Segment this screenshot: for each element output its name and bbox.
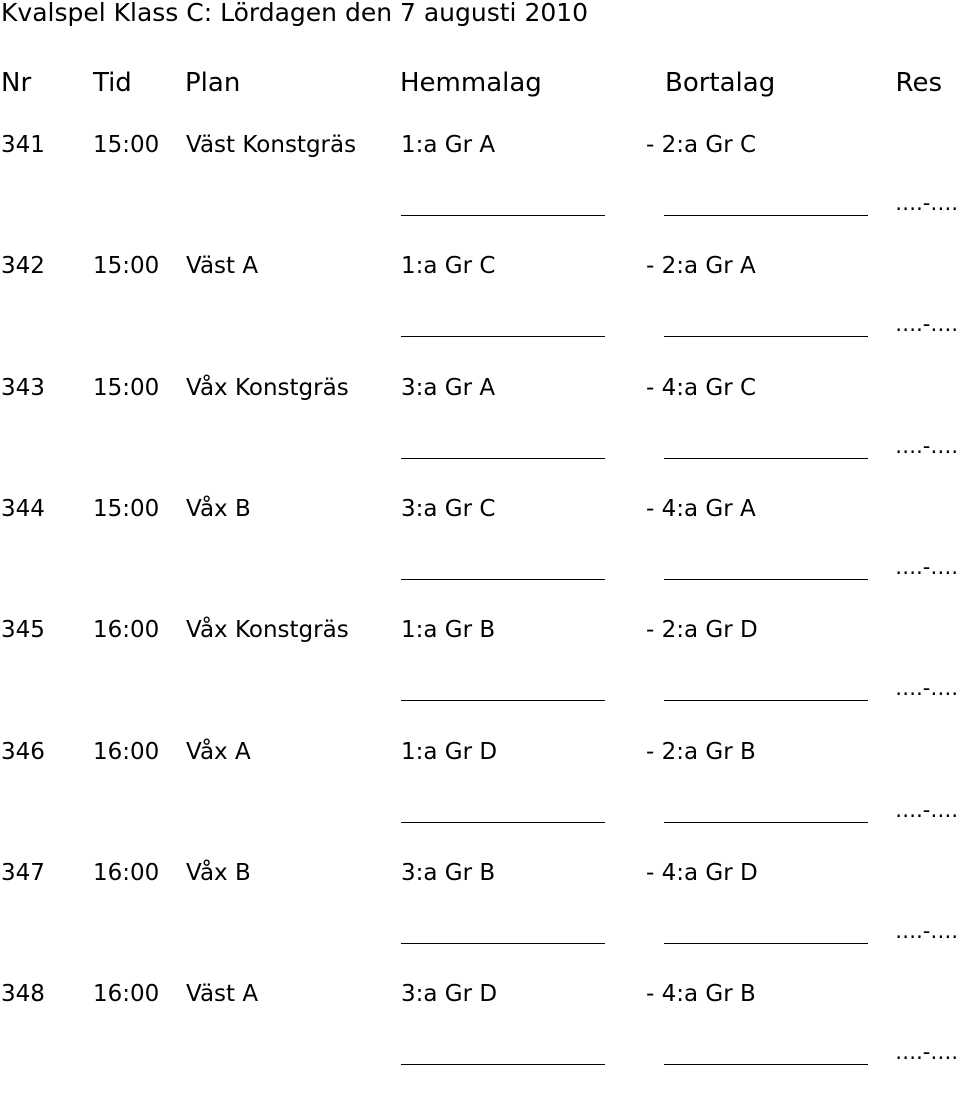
away-score-line [664,578,868,580]
match-time: 15:00 [93,132,160,158]
column-header-hemmalag: Hemmalag [400,68,542,98]
away-score-line [664,821,868,823]
page-title: Kvalspel Klass C: Lördagen den 7 augusti… [1,0,589,27]
match-home-team: 3:a Gr B [401,859,496,886]
match-result: ….-…. [895,554,958,579]
match-result: ….-…. [895,1040,958,1065]
home-score-line [401,578,605,580]
match-nr: 342 [1,253,45,280]
match-away-team: - 2:a Gr D [646,617,758,644]
match-time: 16:00 [93,981,160,1008]
column-header-bortalag: Bortalag [665,68,776,98]
match-away-team: - 2:a Gr C [646,132,757,158]
match-result: ….-…. [895,797,958,822]
match-home-team: 3:a Gr A [401,374,496,401]
match-plan: Våx Konstgräs [186,374,349,401]
home-score-line [401,215,605,216]
match-time: 16:00 [93,617,160,644]
match-home-team: 1:a Gr C [401,253,496,280]
match-plan: Våx B [186,859,251,886]
match-away-team: - 2:a Gr A [646,253,756,280]
away-score-line [664,457,868,459]
match-away-team: - 4:a Gr B [646,981,756,1008]
match-result: ….-…. [895,433,958,458]
match-row: 345 16:00 Våx Konstgräs 1:a Gr B - 2:a Gr D …… [0,616,960,737]
match-plan: Våx Konstgräs [186,617,349,644]
match-home-team: 1:a Gr B [401,617,496,644]
match-result: ….-…. [895,312,958,337]
match-nr: 345 [1,617,45,644]
away-score-line [664,942,868,944]
column-header-plan: Plan [185,68,241,98]
match-nr: 343 [1,374,45,401]
match-time: 15:00 [93,374,160,401]
match-time: 16:00 [93,859,160,886]
column-header-tid: Tid [93,68,132,98]
match-plan: Väst Konstgräs [186,132,357,158]
match-result: ….-…. [895,191,958,215]
home-score-line [401,942,605,944]
match-home-team: 1:a Gr D [401,738,498,765]
home-score-line [401,1064,605,1066]
match-home-team: 1:a Gr A [401,132,496,158]
match-row: 344 15:00 Våx B 3:a Gr C - 4:a Gr A ….-…. [0,495,960,616]
match-home-team: 3:a Gr C [401,495,496,522]
column-header-res: Res [895,68,942,98]
match-away-team: - 4:a Gr A [646,495,756,522]
match-plan: Våx A [186,738,251,765]
match-home-team: 3:a Gr D [401,981,498,1008]
away-score-line [664,215,868,216]
match-result: ….-…. [895,918,958,943]
match-time: 16:00 [93,738,160,765]
match-row: 343 15:00 Våx Konstgräs 3:a Gr A - 4:a Gr C …… [0,374,960,495]
match-plan: Väst A [186,981,259,1008]
match-nr: 347 [1,859,45,886]
match-away-team: - 4:a Gr C [646,374,757,401]
away-score-line [664,700,868,702]
match-result: ….-…. [895,676,958,701]
match-away-team: - 4:a Gr D [646,859,758,886]
match-plan: Våx B [186,495,251,522]
match-row: 346 16:00 Våx A 1:a Gr D - 2:a Gr B ….-…. [0,738,960,859]
away-score-line [664,1064,868,1066]
match-plan: Väst A [186,253,259,280]
column-header-nr: Nr [1,68,32,98]
away-score-line [664,336,868,338]
match-time: 15:00 [93,253,160,280]
home-score-line [401,821,605,823]
match-row: 348 16:00 Väst A 3:a Gr D - 4:a Gr B ….-…. [0,980,960,1101]
match-row: 341 15:00 Väst Konstgräs 1:a Gr A - 2:a Gr C… [0,131,960,252]
match-time: 15:00 [93,495,160,522]
match-row: 347 16:00 Våx B 3:a Gr B - 4:a Gr D ….-…. [0,859,960,980]
home-score-line [401,336,605,338]
match-nr: 348 [1,981,45,1008]
home-score-line [401,700,605,702]
match-row: 342 15:00 Väst A 1:a Gr C - 2:a Gr A ….-…. [0,252,960,373]
match-nr: 341 [1,132,45,158]
match-away-team: - 2:a Gr B [646,738,756,765]
match-nr: 344 [1,495,45,522]
match-nr: 346 [1,738,45,765]
home-score-line [401,457,605,459]
